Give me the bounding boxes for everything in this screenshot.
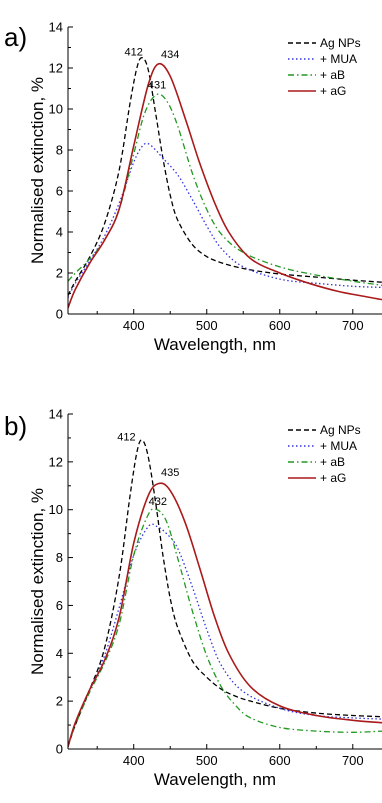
series-line-ag bbox=[68, 482, 382, 747]
series-line-ag-nps bbox=[68, 56, 382, 296]
legend-entry: + aB bbox=[320, 68, 345, 82]
x-tick-label: 600 bbox=[269, 753, 291, 768]
panel-label: a) bbox=[4, 22, 27, 52]
y-tick-label: 0 bbox=[56, 742, 63, 757]
x-tick-label: 500 bbox=[196, 318, 218, 333]
x-tick-label: 600 bbox=[269, 318, 291, 333]
x-axis-title: Wavelength, nm bbox=[154, 770, 276, 789]
legend-entry: Ag NPs bbox=[320, 36, 361, 50]
plot-area: 0 2 4 6 8 10 12 14 400 500 600 700 Wavelength, nm Nor… bbox=[28, 407, 382, 789]
panel-a: a) 0 2 4 6 8 10 12 14 400 500 600 700 Wavelength, nm… bbox=[4, 20, 382, 354]
axes: 0 2 4 6 8 10 12 14 400 500 600 700 Wavelength, nm Nor… bbox=[28, 20, 382, 354]
y-tick-label: 8 bbox=[56, 143, 63, 158]
legend-entry: + MUA bbox=[320, 439, 357, 453]
series-group bbox=[68, 439, 382, 747]
y-tick-label: 14 bbox=[49, 20, 63, 35]
series-line-mua bbox=[68, 142, 382, 298]
peak-label: 412 bbox=[117, 431, 135, 443]
y-tick-label: 4 bbox=[56, 646, 63, 661]
y-tick-label: 2 bbox=[56, 266, 63, 281]
x-tick-label: 400 bbox=[123, 753, 145, 768]
y-tick-label: 10 bbox=[49, 502, 63, 517]
y-tick-label: 0 bbox=[56, 307, 63, 322]
peak-label: 412 bbox=[125, 47, 143, 59]
legend-entry: Ag NPs bbox=[320, 423, 361, 437]
legend-entry: + aB bbox=[320, 455, 345, 469]
legend-entry: + MUA bbox=[320, 52, 357, 66]
x-tick-label: 400 bbox=[123, 318, 145, 333]
y-tick-label: 6 bbox=[56, 184, 63, 199]
panel-label: b) bbox=[4, 411, 27, 441]
legend-entry: + aG bbox=[320, 84, 346, 98]
peak-label: 434 bbox=[161, 49, 179, 61]
series-line-ag bbox=[68, 62, 382, 309]
y-tick-label: 2 bbox=[56, 694, 63, 709]
panel-b: b) 0 2 4 6 8 10 12 14 400 500 600 700 Wavelength, nm… bbox=[4, 407, 382, 789]
axes: 0 2 4 6 8 10 12 14 400 500 600 700 Wavelength, nm Nor… bbox=[28, 407, 382, 789]
y-tick-label: 4 bbox=[56, 225, 63, 240]
series-line-ab bbox=[68, 508, 382, 747]
series-line-mua bbox=[68, 523, 382, 747]
y-tick-label: 12 bbox=[49, 454, 63, 469]
legend-entry: + aG bbox=[320, 471, 346, 485]
series-line-ag-nps bbox=[68, 439, 382, 747]
peak-label: 432 bbox=[149, 496, 167, 508]
y-tick-label: 12 bbox=[49, 61, 63, 76]
x-tick-label: 700 bbox=[342, 318, 364, 333]
y-tick-label: 6 bbox=[56, 598, 63, 613]
y-tick-label: 14 bbox=[49, 407, 63, 422]
plot-area: 0 2 4 6 8 10 12 14 400 500 600 700 Wavelength, nm Nor… bbox=[28, 20, 382, 354]
series-line-ab bbox=[68, 93, 382, 286]
legend: Ag NPs + MUA + aB + aG bbox=[288, 423, 361, 485]
x-axis-title: Wavelength, nm bbox=[154, 335, 276, 354]
legend: Ag NPs + MUA + aB + aG bbox=[288, 36, 361, 98]
peak-label: 435 bbox=[161, 467, 179, 479]
series-group bbox=[68, 56, 382, 309]
y-axis-title: Normalised extinction, % bbox=[28, 488, 47, 675]
y-axis-title: Normalised extinction, % bbox=[28, 77, 47, 264]
x-tick-label: 700 bbox=[342, 753, 364, 768]
y-tick-label: 10 bbox=[49, 102, 63, 117]
peak-label: 431 bbox=[148, 80, 166, 92]
x-tick-label: 500 bbox=[196, 753, 218, 768]
y-tick-label: 8 bbox=[56, 550, 63, 565]
